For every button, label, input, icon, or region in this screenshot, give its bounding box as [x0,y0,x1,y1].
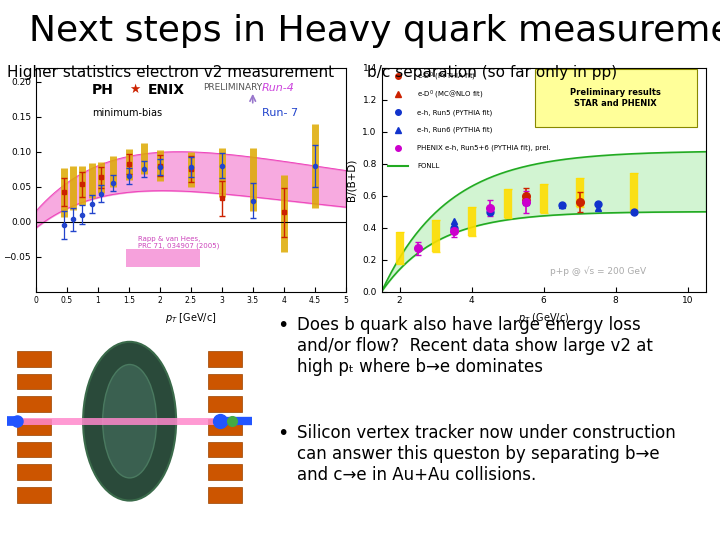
Text: Rapp & van Hees,
PRC 71, 034907 (2005): Rapp & van Hees, PRC 71, 034907 (2005) [138,235,220,249]
Bar [208,487,242,503]
Text: Preliminary results
STAR and PHENIX: Preliminary results STAR and PHENIX [570,88,661,107]
Text: PH: PH [91,83,114,97]
Text: FONLL: FONLL [418,163,440,169]
Text: PRELIMINARY: PRELIMINARY [203,83,262,92]
Text: p+p @ √s = 200 GeV: p+p @ √s = 200 GeV [550,266,647,276]
Bar [17,442,51,457]
Bar [17,487,51,503]
X-axis label: $p_T$ [GeV/c]: $p_T$ [GeV/c] [165,311,217,325]
Bar [17,464,51,480]
Ellipse shape [83,342,176,501]
Bar [17,419,51,435]
Bar [208,464,242,480]
Text: e-D$^0$ (MC@NLO fit): e-D$^0$ (MC@NLO fit) [418,88,484,100]
Text: Run- 7: Run- 7 [262,108,298,118]
FancyBboxPatch shape [126,249,200,267]
Text: e-h, Run6 (PYTHIA fit): e-h, Run6 (PYTHIA fit) [418,127,492,133]
Text: •: • [277,424,289,443]
Text: b/c separation (so far only in pp): b/c separation (so far only in pp) [367,65,617,80]
Text: Silicon vertex tracker now under construction
can answer this queston by separat: Silicon vertex tracker now under constru… [297,424,676,483]
Bar [17,351,51,367]
Bar [17,374,51,389]
Bar [208,442,242,457]
Text: ★: ★ [129,83,140,96]
Bar [17,396,51,412]
X-axis label: $p_T$ (GeV/c): $p_T$ (GeV/c) [518,311,570,325]
Text: Next steps in Heavy quark measurements: Next steps in Heavy quark measurements [29,14,720,48]
Text: PHENIX e-h, Run5+6 (PYTHIA fit), prel.: PHENIX e-h, Run5+6 (PYTHIA fit), prel. [418,145,551,151]
Text: e-D$^0$ (PYTHIA fit): e-D$^0$ (PYTHIA fit) [418,70,476,83]
Text: Does b quark also have large energy loss
and/or flow?  Recent data show large v2: Does b quark also have large energy loss… [297,316,653,375]
Y-axis label: B/(B+D): B/(B+D) [347,158,357,201]
Bar [208,419,242,435]
Text: Higher statistics electron v2 measurement: Higher statistics electron v2 measuremen… [7,65,334,80]
Text: e-h, Run5 (PYTHIA fit): e-h, Run5 (PYTHIA fit) [418,109,492,116]
Text: minimum-bias: minimum-bias [91,108,162,118]
FancyBboxPatch shape [534,69,697,127]
Text: ENIX: ENIX [148,83,184,97]
Bar [208,374,242,389]
Bar [208,351,242,367]
Text: Run-4: Run-4 [262,83,295,93]
Text: •: • [277,316,289,335]
Ellipse shape [103,364,156,478]
Bar [208,396,242,412]
